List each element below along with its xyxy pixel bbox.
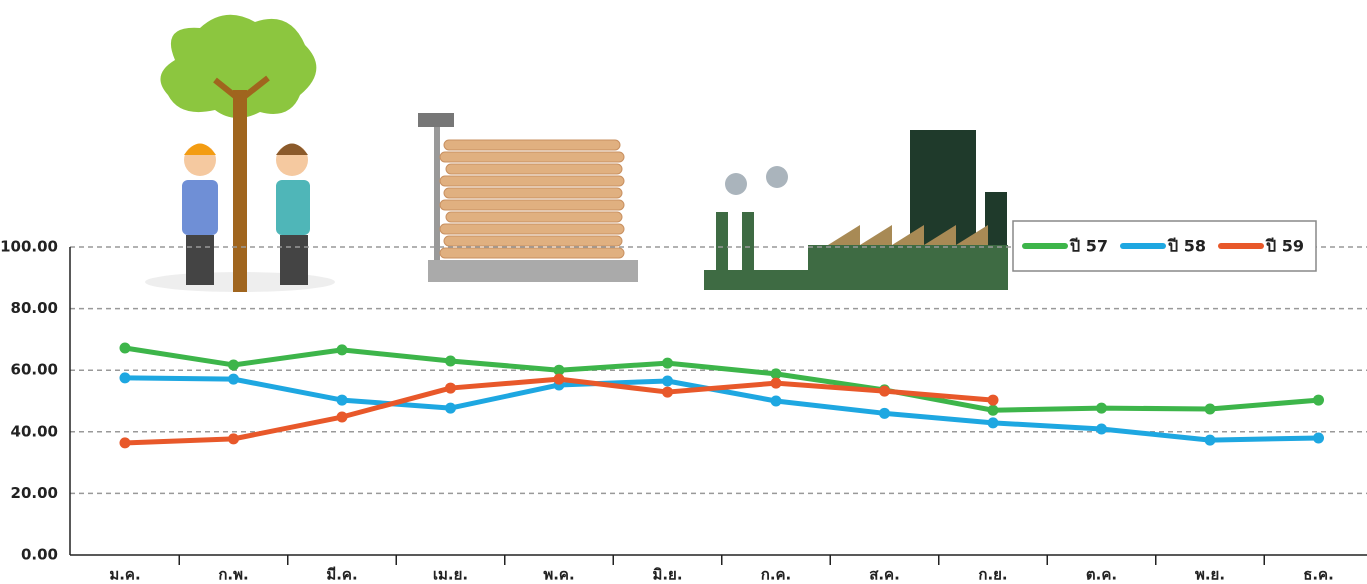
point (119, 342, 131, 354)
series-line (124, 345, 1319, 413)
x-tick-label: ต.ค. (1086, 566, 1117, 584)
legend-label: ปี 58 (1167, 237, 1206, 256)
point (987, 394, 999, 406)
point (336, 344, 348, 356)
point (1204, 434, 1216, 446)
x-tick-label: มี.ค. (326, 566, 357, 584)
legend-label: ปี 59 (1265, 237, 1304, 256)
legend-label: ปี 57 (1069, 237, 1108, 256)
point (770, 377, 782, 389)
point (228, 359, 239, 371)
point (987, 417, 999, 429)
point (336, 411, 348, 423)
x-tick-label: ส.ค. (869, 566, 900, 584)
point (445, 355, 456, 367)
legend: ปี 57 ปี 58 ปี 59 (1012, 220, 1317, 272)
x-tick-label: ก.พ. (218, 566, 248, 584)
x-tick-label: พ.ย. (1195, 566, 1225, 584)
point (662, 357, 673, 369)
illustration-workers (182, 143, 310, 285)
series-line (124, 375, 1319, 443)
x-tick-label: มิ.ย. (652, 566, 682, 584)
point (1313, 394, 1324, 406)
y-tick-label: 40.00 (11, 422, 58, 440)
y-tick-label: 100.00 (0, 238, 58, 256)
y-tick-label: 80.00 (11, 299, 58, 317)
point (1096, 423, 1107, 435)
point (770, 368, 782, 380)
point (1096, 402, 1107, 414)
y-tick-label: 20.00 (11, 484, 58, 502)
point (987, 404, 999, 416)
point (879, 385, 890, 397)
point (879, 407, 890, 419)
x-tick-label: ม.ค. (109, 566, 140, 584)
x-tick-label: เม.ย. (433, 566, 468, 584)
point (662, 386, 673, 398)
point (228, 433, 239, 445)
point (228, 373, 239, 385)
point (336, 394, 348, 406)
point (119, 372, 131, 384)
point (1313, 432, 1324, 444)
point (553, 373, 565, 385)
x-tick-label: ธ.ค. (1303, 566, 1334, 584)
illustration-factory (704, 130, 1008, 290)
point (662, 375, 673, 387)
y-tick-label: 60.00 (11, 361, 58, 379)
y-tick-label: 0.00 (21, 546, 58, 564)
point (1204, 403, 1216, 415)
illustration-scale (418, 113, 638, 282)
point (445, 402, 456, 414)
x-tick-label: พ.ค. (543, 566, 574, 584)
x-tick-label: ก.ค. (761, 566, 792, 584)
x-tick-label: ก.ย. (978, 566, 1007, 584)
point (119, 437, 131, 449)
point (770, 395, 782, 407)
point (553, 364, 565, 376)
point (445, 382, 456, 394)
